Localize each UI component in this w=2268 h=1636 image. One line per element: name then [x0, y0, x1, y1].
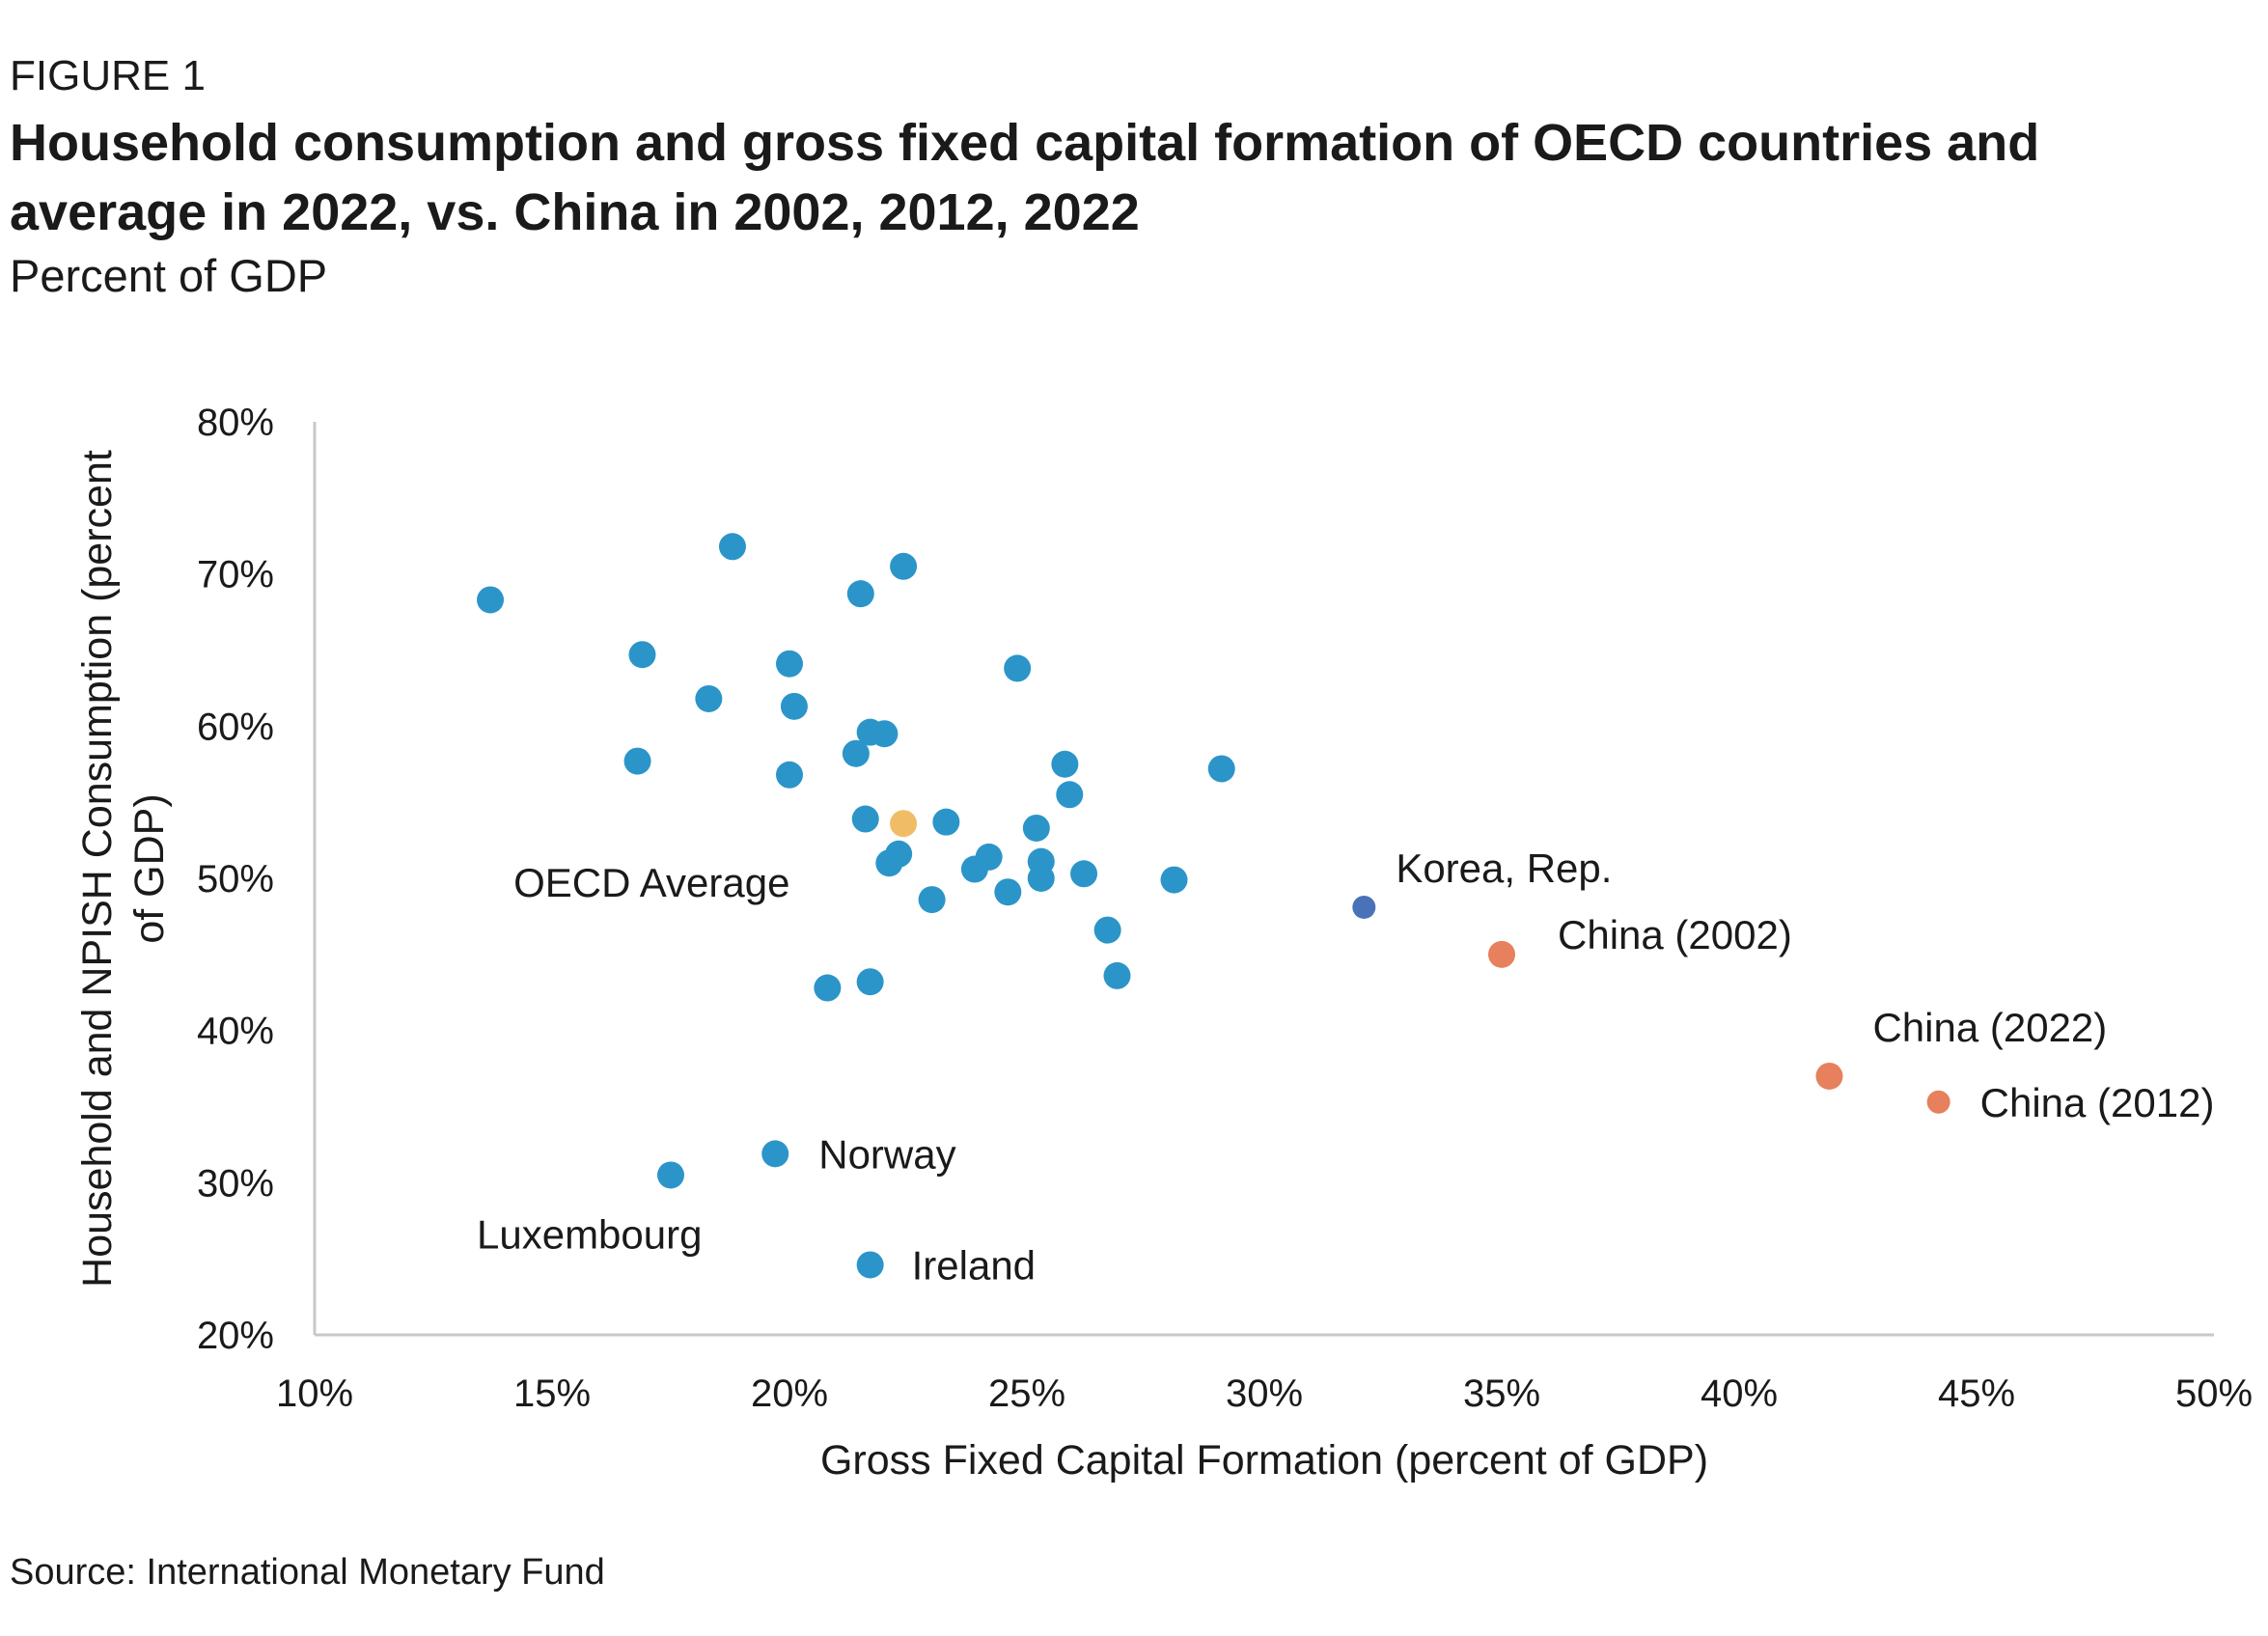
y-tick-label: 80% — [197, 402, 274, 444]
source-note: Source: International Monetary Fund — [10, 1552, 605, 1593]
x-tick-label: 45% — [1938, 1373, 2015, 1415]
chart-title: Household consumption and gross fixed ca… — [10, 114, 2040, 241]
figure-label: FIGURE 1 — [10, 52, 206, 99]
oecd-country-point — [842, 739, 870, 767]
y-axis-title: Household and NPISH Consumption (percent… — [74, 450, 173, 1288]
y-tick-label: 50% — [197, 858, 274, 901]
oecd-country-point — [890, 552, 918, 580]
x-tick-label: 35% — [1463, 1373, 1540, 1415]
oecd-country-point — [1093, 916, 1121, 944]
oecd-country-point — [1070, 860, 1098, 888]
oecd-country-point — [1051, 750, 1079, 778]
oecd-country-point — [856, 968, 884, 996]
oecd-country-point — [994, 878, 1022, 906]
label-ireland: Ireland — [912, 1242, 1036, 1288]
oecd-country-point — [1004, 654, 1032, 682]
oecd-country-point — [1027, 865, 1055, 892]
point-china-2002 — [1488, 940, 1515, 968]
label-china-2002: China (2002) — [1558, 912, 1792, 957]
oecd-country-point — [477, 586, 505, 614]
oecd-country-point — [623, 747, 651, 775]
x-tick-label: 15% — [513, 1373, 591, 1415]
point-oecd-average — [890, 810, 918, 838]
y-tick-label: 40% — [197, 1011, 274, 1053]
label-norway: Norway — [818, 1131, 955, 1177]
chart-subtitle: Percent of GDP — [10, 250, 328, 301]
oecd-country-point — [1022, 814, 1050, 842]
oecd-country-point — [960, 855, 988, 883]
oecd-country-point — [1160, 866, 1188, 894]
point-norway — [761, 1140, 789, 1168]
oecd-country-point — [918, 886, 946, 914]
y-tick-label: 30% — [197, 1162, 274, 1205]
oecd-country-point — [932, 808, 960, 836]
y-tick-label: 20% — [197, 1315, 274, 1357]
point-ireland — [856, 1251, 884, 1279]
x-axis-title: Gross Fixed Capital Formation (percent o… — [820, 1437, 1708, 1483]
label-korea-rep: Korea, Rep. — [1396, 846, 1612, 891]
oecd-country-point — [780, 692, 808, 720]
label-luxembourg: Luxembourg — [477, 1211, 702, 1257]
point-china-2012 — [1926, 1090, 1950, 1114]
oecd-country-point — [871, 720, 899, 748]
label-oecd-average: OECD Average — [513, 860, 789, 905]
x-tick-label: 20% — [751, 1373, 828, 1415]
y-tick-label: 60% — [197, 706, 274, 748]
oecd-country-point — [776, 761, 803, 789]
y-tick-label: 70% — [197, 554, 274, 596]
oecd-country-point — [718, 533, 746, 561]
point-china-2022 — [1815, 1062, 1843, 1090]
oecd-country-point — [875, 849, 903, 877]
oecd-country-point — [776, 650, 803, 678]
label-china-2022: China (2022) — [1872, 1005, 2107, 1050]
oecd-country-point — [846, 580, 874, 608]
oecd-country-point — [814, 974, 842, 1002]
oecd-country-point — [1056, 781, 1084, 809]
oecd-country-point — [1103, 961, 1131, 989]
oecd-country-point — [1207, 755, 1235, 783]
x-tick-label: 10% — [276, 1373, 353, 1415]
oecd-country-point — [695, 684, 723, 712]
oecd-country-point — [851, 805, 879, 833]
point-luxembourg — [657, 1161, 684, 1189]
x-tick-label: 25% — [988, 1373, 1065, 1415]
point-korea-rep — [1352, 895, 1376, 919]
x-tick-label: 40% — [1701, 1373, 1778, 1415]
oecd-country-point — [628, 641, 656, 669]
x-tick-label: 50% — [2175, 1373, 2253, 1415]
label-china-2012: China (2012) — [1980, 1080, 2215, 1125]
x-tick-label: 30% — [1226, 1373, 1303, 1415]
